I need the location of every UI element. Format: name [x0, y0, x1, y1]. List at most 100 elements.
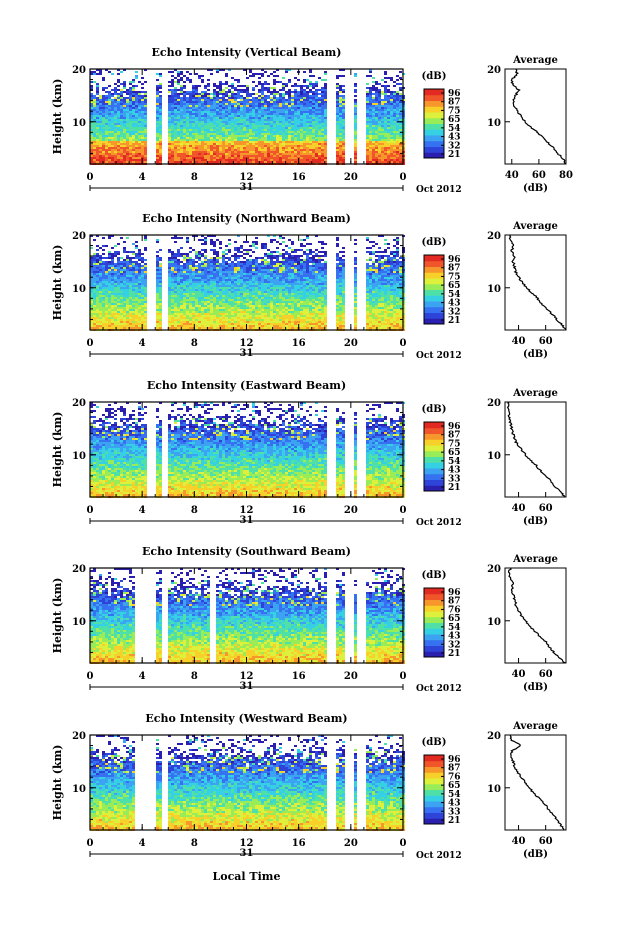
heatmap-cell [126, 159, 129, 161]
heatmap-cell [93, 115, 96, 117]
heatmap-cell [189, 125, 192, 127]
heatmap-cell [93, 99, 96, 101]
heatmap-cell [135, 125, 138, 127]
heatmap-cell [108, 129, 111, 131]
heatmap-cell [138, 127, 141, 129]
heatmap-cell [120, 99, 123, 101]
heatmap-cell [171, 141, 174, 143]
heatmap-cell [204, 85, 207, 87]
heatmap-cell [126, 151, 129, 153]
heatmap-cell [114, 109, 117, 111]
heatmap-cell [195, 145, 198, 147]
heatmap-cell [195, 107, 198, 109]
heatmap-cell [135, 99, 138, 101]
heatmap-cell [180, 85, 183, 87]
heatmap-cell [192, 149, 195, 151]
heatmap-cell [105, 103, 108, 105]
heatmap-cell [159, 139, 162, 141]
heatmap-cell [93, 95, 96, 97]
heatmap-cell [117, 159, 120, 161]
heatmap-cell [105, 133, 108, 135]
heatmap-cell [96, 73, 99, 75]
heatmap-cell [129, 145, 132, 147]
heatmap-cell [108, 153, 111, 155]
heatmap-cell [180, 127, 183, 129]
heatmap-cell [180, 151, 183, 153]
heatmap-cell [186, 109, 189, 111]
heatmap-cell [189, 81, 192, 83]
heatmap-cell [135, 141, 138, 143]
heatmap-cell [114, 155, 117, 157]
heatmap-cell [96, 141, 99, 143]
heatmap-cell [192, 131, 195, 133]
heatmap-cell [189, 97, 192, 99]
heatmap-cell [117, 155, 120, 157]
heatmap-cell [177, 123, 180, 125]
heatmap-cell [93, 143, 96, 145]
heatmap-cell [159, 113, 162, 115]
heatmap-cell [123, 107, 126, 109]
heatmap-cell [174, 117, 177, 119]
heatmap-cell [186, 93, 189, 95]
heatmap-cell [111, 127, 114, 129]
heatmap-cell [99, 153, 102, 155]
heatmap-cell [210, 155, 213, 157]
heatmap-cell [174, 157, 177, 159]
heatmap-cell [177, 149, 180, 151]
heatmap-cell [159, 121, 162, 123]
heatmap-cell [132, 153, 135, 155]
heatmap-cell [207, 99, 210, 101]
heatmap-cell [195, 105, 198, 107]
heatmap-cell [138, 131, 141, 133]
heatmap-cell [132, 145, 135, 147]
heatmap-cell [144, 137, 147, 139]
heatmap-cell [195, 89, 198, 91]
heatmap-cell [213, 89, 216, 91]
heatmap-cell [168, 107, 171, 109]
heatmap-cell [156, 131, 159, 133]
heatmap-cell [216, 139, 219, 141]
heatmap-cell [135, 113, 138, 115]
heatmap-cell [108, 91, 111, 93]
heatmap-cell [96, 119, 99, 121]
heatmap-cell [177, 93, 180, 95]
heatmap-cell [183, 157, 186, 159]
heatmap-cell [192, 127, 195, 129]
heatmap-cell [105, 95, 108, 97]
heatmap-cell [96, 157, 99, 159]
heatmap-cell [105, 107, 108, 109]
heatmap-cell [102, 155, 105, 157]
heatmap-cell [177, 103, 180, 105]
heatmap-cell [99, 127, 102, 129]
heatmap-cell [120, 141, 123, 143]
heatmap-cell [156, 91, 159, 93]
heatmap-cell [219, 99, 222, 101]
heatmap-cell [105, 135, 108, 137]
heatmap-cell [189, 119, 192, 121]
heatmap-cell [135, 95, 138, 97]
heatmap-cell [144, 139, 147, 141]
heatmap-cell [168, 125, 171, 127]
heatmap-cell [129, 139, 132, 141]
heatmap-cell [201, 133, 204, 135]
heatmap-cell [198, 153, 201, 155]
heatmap-cell [192, 125, 195, 127]
heatmap-cell [189, 73, 192, 75]
heatmap-cell [117, 153, 120, 155]
heatmap-cell [117, 95, 120, 97]
heatmap-cell [168, 131, 171, 133]
heatmap-cell [180, 89, 183, 91]
heatmap-cell [186, 121, 189, 123]
heatmap-cell [180, 155, 183, 157]
heatmap-cell [198, 119, 201, 121]
heatmap-cell [204, 99, 207, 101]
heatmap-cell [219, 101, 222, 103]
heatmap-cell [171, 161, 174, 163]
heatmap-cell [204, 125, 207, 127]
heatmap-cell [177, 139, 180, 141]
heatmap-cell [120, 115, 123, 117]
heatmap-cell [120, 111, 123, 113]
heatmap-cell [210, 113, 213, 115]
heatmap-cell [177, 155, 180, 157]
heatmap-cell [183, 159, 186, 161]
